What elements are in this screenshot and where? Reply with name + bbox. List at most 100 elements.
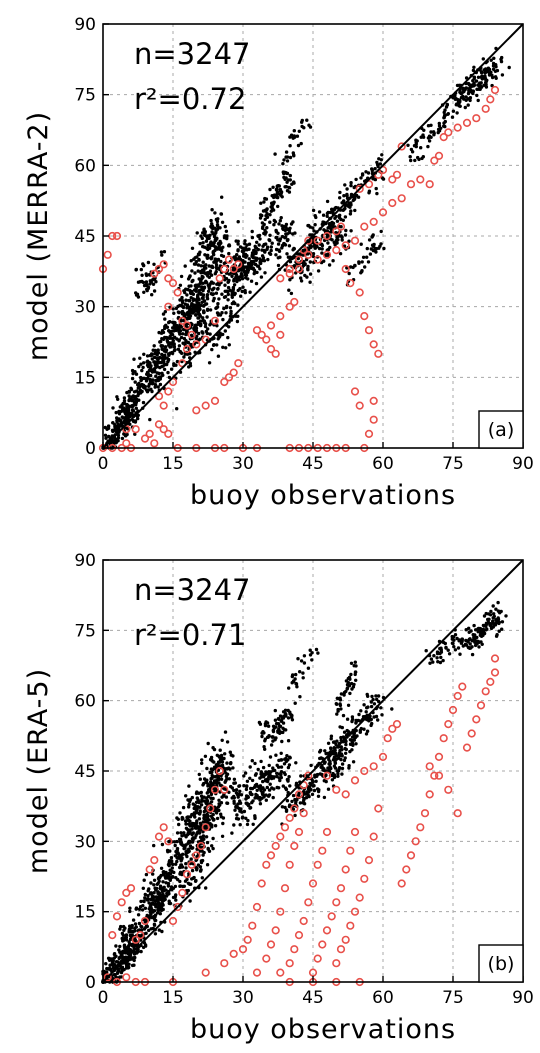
- data-point: [422, 128, 426, 132]
- data-point: [122, 938, 126, 942]
- data-point: [261, 225, 265, 229]
- flagged-point: [341, 241, 350, 250]
- data-point: [239, 273, 244, 278]
- x-axis-title: buoy observations: [190, 1014, 456, 1045]
- data-point: [129, 386, 133, 390]
- flagged-point: [420, 809, 430, 818]
- data-point: [158, 365, 162, 370]
- data-point: [197, 258, 201, 262]
- data-point: [197, 298, 201, 302]
- data-point: [314, 779, 318, 783]
- data-point: [439, 646, 443, 650]
- data-point: [168, 868, 172, 872]
- data-point: [168, 330, 172, 334]
- data-point: [302, 792, 306, 796]
- data-point: [275, 771, 279, 775]
- data-point: [236, 239, 240, 243]
- flagged-point: [355, 184, 364, 193]
- data-point: [153, 899, 158, 903]
- data-point: [340, 725, 344, 730]
- sample-count-annotation: n=3247: [134, 37, 250, 71]
- data-point: [121, 933, 126, 937]
- data-point: [335, 712, 339, 716]
- data-point: [242, 254, 246, 258]
- data-point: [466, 81, 471, 86]
- data-point: [284, 713, 288, 717]
- data-point: [220, 760, 225, 764]
- data-point: [236, 314, 240, 318]
- data-point: [478, 85, 482, 90]
- data-point: [272, 200, 276, 204]
- flagged-point: [252, 968, 262, 977]
- data-point: [215, 343, 219, 347]
- data-point: [205, 315, 209, 319]
- data-point: [193, 815, 197, 819]
- data-point: [269, 248, 273, 253]
- data-point: [184, 340, 189, 344]
- flagged-point: [313, 236, 322, 245]
- data-point: [210, 208, 214, 212]
- data-point: [189, 857, 193, 861]
- data-point: [174, 898, 178, 902]
- data-point: [185, 352, 190, 356]
- data-point: [412, 144, 417, 148]
- data-point: [316, 651, 320, 655]
- data-point: [338, 252, 343, 256]
- data-point: [331, 221, 336, 226]
- data-point: [265, 245, 270, 249]
- data-point: [144, 931, 148, 935]
- flagged-point: [140, 434, 150, 443]
- data-point: [349, 203, 353, 207]
- data-point: [137, 381, 141, 386]
- data-point: [456, 646, 461, 650]
- data-point: [248, 776, 252, 780]
- data-point: [243, 288, 247, 293]
- data-point: [245, 784, 249, 788]
- data-point: [184, 822, 188, 826]
- data-point: [225, 761, 229, 765]
- data-point: [150, 293, 154, 297]
- data-point: [187, 365, 191, 369]
- data-point: [217, 798, 221, 802]
- data-point: [500, 620, 505, 624]
- y-tick-label: 15: [74, 368, 96, 388]
- data-point: [181, 311, 185, 315]
- data-point: [234, 816, 239, 821]
- data-point: [195, 831, 199, 836]
- data-point: [490, 75, 495, 80]
- x-tick-label: 60: [372, 988, 394, 1008]
- data-point: [299, 279, 304, 283]
- data-point: [323, 760, 327, 764]
- data-point: [348, 691, 352, 696]
- flagged-point: [444, 719, 453, 729]
- data-point: [279, 751, 283, 755]
- data-point: [419, 146, 423, 150]
- data-point: [132, 963, 136, 967]
- data-point: [168, 334, 172, 339]
- data-point: [291, 248, 295, 252]
- data-point: [169, 345, 173, 349]
- data-point: [175, 831, 180, 835]
- data-point: [339, 745, 343, 749]
- data-point: [244, 273, 249, 277]
- flagged-point: [159, 823, 168, 832]
- data-point: [336, 707, 340, 712]
- data-point: [125, 404, 129, 408]
- data-point: [204, 818, 208, 823]
- data-point: [265, 226, 269, 230]
- data-point: [198, 241, 202, 246]
- data-point: [124, 938, 129, 942]
- data-point: [278, 255, 282, 259]
- data-point: [182, 336, 187, 341]
- data-point: [119, 975, 124, 979]
- data-point: [232, 823, 236, 827]
- data-point: [208, 308, 213, 312]
- data-point: [329, 737, 333, 741]
- data-point: [489, 58, 493, 62]
- flagged-point: [350, 827, 360, 837]
- data-point: [161, 373, 165, 377]
- data-point: [117, 409, 121, 414]
- data-point: [236, 220, 240, 224]
- data-point: [104, 436, 108, 440]
